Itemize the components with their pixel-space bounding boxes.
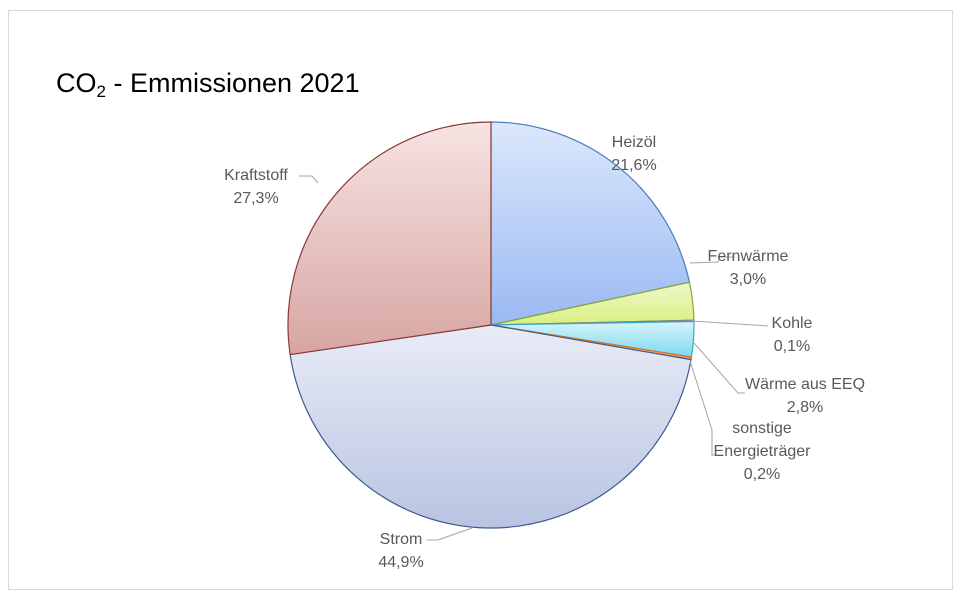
slice-category-label: Energieträger [714,443,812,460]
slice-percent-label: 3,0% [730,271,766,288]
chart-title: CO2 - Emmissionen 2021 [56,68,360,102]
slice-percent-label: 0,2% [744,466,780,483]
pie-slice-kraftstoff [287,121,492,356]
slice-percent-label: 27,3% [233,190,278,207]
slice-percent-label: 44,9% [378,554,423,571]
slice-percent-label: 0,1% [774,338,810,355]
chart-title-prefix: CO [56,68,97,98]
chart-title-subscript: 2 [96,82,106,101]
slice-category-label: sonstige [732,420,792,437]
leader-line [689,256,735,264]
pie-chart: Heizöl 21,6% Fernwärme 3,0% Kohle 0,1% Wärme a… [224,121,865,571]
pie-labels: Heizöl 21,6% Fernwärme 3,0% Kohle 0,1% Wärme a… [224,134,865,571]
pie-slice-heizöl [490,121,691,326]
slice-category-label: Strom [380,531,423,548]
leader-line [689,360,717,456]
slice-category-label: Kraftstoff [224,167,288,184]
slice-category-label: Wärme aus EEQ [745,376,865,393]
slice-category-label: Kohle [772,315,813,332]
pie-leader-lines [299,175,769,541]
leader-line [691,320,769,327]
slice-category-label: Heizöl [612,134,656,151]
pie-slices [287,121,695,529]
slice-percent-label: 21,6% [611,157,656,174]
slice-percent-label: 2,8% [787,399,823,416]
leader-line [693,342,745,394]
slice-category-label: Fernwärme [708,248,789,265]
leader-line [299,175,319,184]
pie-slice-strom [289,324,692,529]
leader-line [427,527,473,541]
chart-title-suffix: - Emmissionen 2021 [105,68,360,98]
